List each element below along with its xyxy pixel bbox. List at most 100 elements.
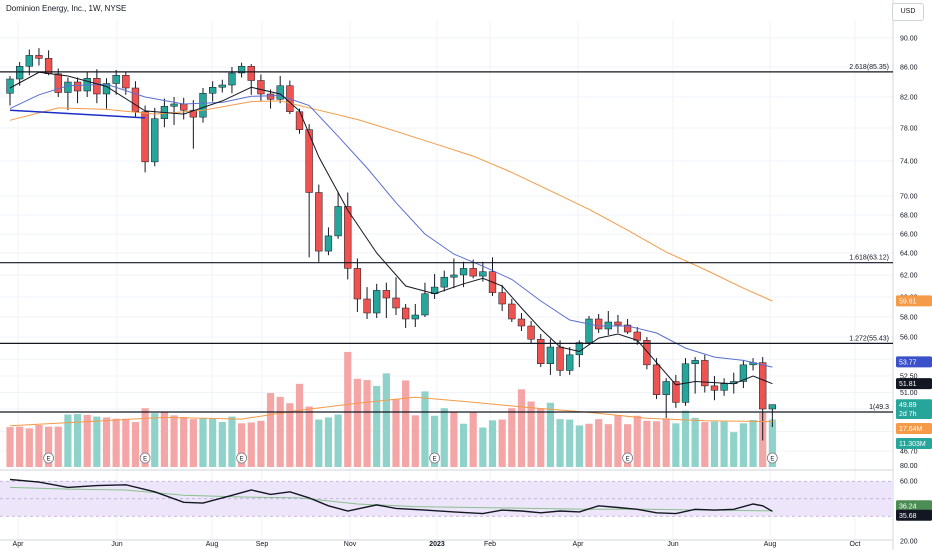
candle-body[interactable] — [527, 325, 535, 340]
earnings-icon[interactable] — [236, 452, 248, 464]
candle-body[interactable] — [469, 268, 477, 277]
candle-body[interactable] — [35, 55, 43, 59]
candle-body[interactable] — [720, 383, 728, 391]
time-axis[interactable]: Apr Jun Aug Sep Nov 2023 Feb Apr Jun Aug Oct — [13, 541, 861, 548]
volume-bar — [73, 414, 82, 467]
candle-body[interactable] — [344, 206, 352, 269]
candle-body[interactable] — [508, 303, 516, 320]
candle-body[interactable] — [25, 55, 33, 67]
candle-body[interactable] — [566, 354, 574, 371]
rsi-tick-label: 20.00 — [900, 539, 918, 546]
price-tick-label: 64.00 — [900, 251, 918, 258]
candle-body[interactable] — [623, 324, 632, 333]
candle-body[interactable] — [54, 73, 62, 93]
candle-body[interactable] — [363, 298, 371, 314]
candle-body[interactable] — [353, 268, 362, 300]
candle-body[interactable] — [16, 66, 24, 80]
candle-body[interactable] — [710, 385, 719, 391]
candle-body[interactable] — [151, 118, 159, 163]
earnings-icon[interactable] — [429, 452, 441, 464]
candle-body[interactable] — [189, 109, 197, 118]
candle-body[interactable] — [247, 66, 255, 81]
candle-body[interactable] — [199, 93, 207, 118]
candle-body[interactable] — [93, 78, 101, 95]
candle-body[interactable] — [759, 362, 767, 410]
earnings-icon[interactable] — [622, 452, 633, 464]
volume-bar — [440, 408, 448, 467]
rsi-tag-label: 36.24 — [899, 503, 917, 510]
candle-body[interactable] — [73, 81, 82, 92]
earnings-icon[interactable] — [43, 452, 54, 464]
price-tick-label: 62.00 — [900, 273, 918, 280]
candle-body[interactable] — [575, 342, 584, 356]
volume-bar — [353, 378, 361, 467]
candle-body[interactable] — [546, 346, 555, 364]
currency-button[interactable]: USD — [892, 3, 924, 21]
candle-body[interactable] — [402, 307, 410, 320]
candlesticks[interactable] — [6, 48, 777, 441]
earnings-icon[interactable] — [766, 452, 778, 464]
candle-body[interactable] — [556, 346, 564, 371]
candle-body[interactable] — [334, 206, 342, 237]
candle-body[interactable] — [209, 87, 217, 94]
candle-body[interactable] — [421, 293, 429, 316]
candle-body[interactable] — [479, 271, 487, 277]
price-tag — [896, 423, 932, 434]
candle-body[interactable] — [440, 276, 448, 288]
candle-body[interactable] — [517, 318, 526, 327]
volume-bar — [672, 423, 680, 467]
earnings-icon[interactable] — [139, 452, 151, 464]
candle-body[interactable] — [739, 364, 748, 382]
candle-body[interactable] — [180, 103, 188, 111]
candle-body[interactable] — [141, 111, 149, 163]
volume-bar — [276, 396, 284, 467]
candle-body[interactable] — [595, 318, 603, 330]
candle-body[interactable] — [324, 235, 333, 252]
rsi-tag — [896, 509, 932, 521]
volume-bar — [35, 425, 43, 467]
candle-body[interactable] — [614, 321, 622, 326]
candle-body[interactable] — [170, 103, 178, 107]
candle-body[interactable] — [537, 338, 545, 364]
candle-body[interactable] — [662, 381, 670, 395]
candle-body[interactable] — [276, 85, 284, 100]
candle-body[interactable] — [691, 360, 699, 364]
candle-body[interactable] — [266, 93, 275, 100]
earnings-icon-label: E — [143, 457, 147, 463]
candle-body[interactable] — [295, 111, 304, 130]
candle-body[interactable] — [315, 192, 323, 252]
candle-body[interactable] — [122, 75, 130, 89]
volume-bar — [382, 373, 390, 467]
time-axis-label: Sep — [256, 541, 269, 548]
candle-body[interactable] — [373, 290, 381, 314]
candle-body[interactable] — [643, 340, 651, 366]
candle-body[interactable] — [701, 360, 709, 387]
candle-body[interactable] — [237, 66, 246, 74]
price-axis[interactable]: 90.00 86.00 82.00 78.00 74.00 70.00 68.00 66.00… — [900, 36, 918, 546]
candle-body[interactable] — [6, 78, 14, 94]
candle-body[interactable] — [652, 364, 661, 395]
candle-body[interactable] — [585, 318, 593, 343]
candle-body[interactable] — [459, 268, 468, 276]
candle-body[interactable] — [257, 80, 265, 95]
fib-levels[interactable]: 2.618(85.35) 1.618(63.12) 1.272(55.43) 1(49… — [0, 64, 893, 413]
candle-body[interactable] — [672, 381, 680, 403]
candle-body[interactable] — [64, 81, 72, 93]
candle-body[interactable] — [450, 274, 458, 278]
volume-bar — [209, 418, 217, 467]
candle-body[interactable] — [218, 84, 226, 88]
candle-body[interactable] — [305, 129, 313, 193]
candle-body[interactable] — [112, 75, 120, 84]
candle-body[interactable] — [228, 72, 236, 86]
candle-body[interactable] — [411, 314, 419, 320]
candle-body[interactable] — [382, 290, 391, 299]
price-tag — [896, 295, 932, 307]
volume-bar — [701, 422, 709, 467]
candle-body[interactable] — [498, 292, 506, 305]
candle-body[interactable] — [392, 297, 400, 309]
candle-body[interactable] — [768, 404, 777, 410]
candle-body[interactable] — [131, 87, 140, 112]
volume-bar — [93, 416, 101, 467]
